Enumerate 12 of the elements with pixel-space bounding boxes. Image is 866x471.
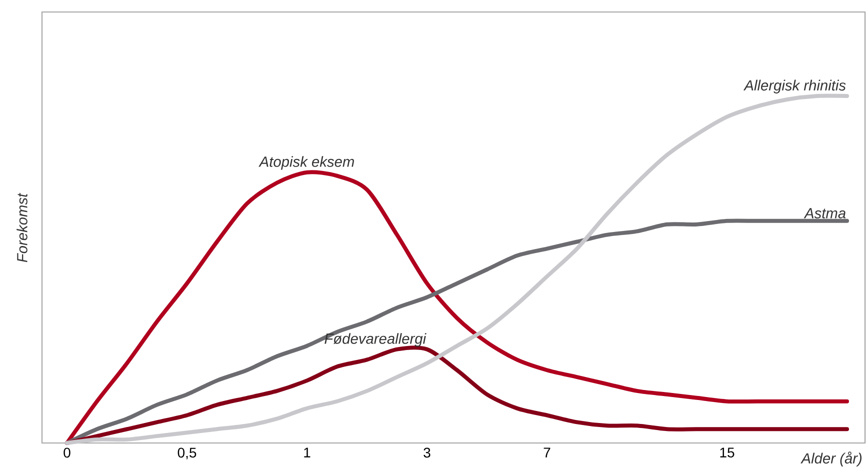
x-tick-label: 15 bbox=[720, 448, 734, 458]
series-label: Atopisk eksem bbox=[258, 156, 354, 170]
x-tick-label: 1 bbox=[304, 448, 310, 458]
series-label: Fødevareallergi bbox=[324, 333, 426, 347]
x-tick-label: 7 bbox=[544, 448, 550, 458]
x-tick-label: 0 bbox=[64, 448, 70, 458]
series-label: Allergisk rhinitis bbox=[743, 80, 846, 94]
x-tick-label: 0,5 bbox=[178, 448, 196, 460]
series-label: Astma bbox=[804, 208, 846, 218]
x-tick-label: 3 bbox=[424, 448, 430, 458]
x-axis-title: Alder (år) bbox=[800, 452, 862, 466]
y-axis-title: Forekomst bbox=[16, 192, 28, 262]
